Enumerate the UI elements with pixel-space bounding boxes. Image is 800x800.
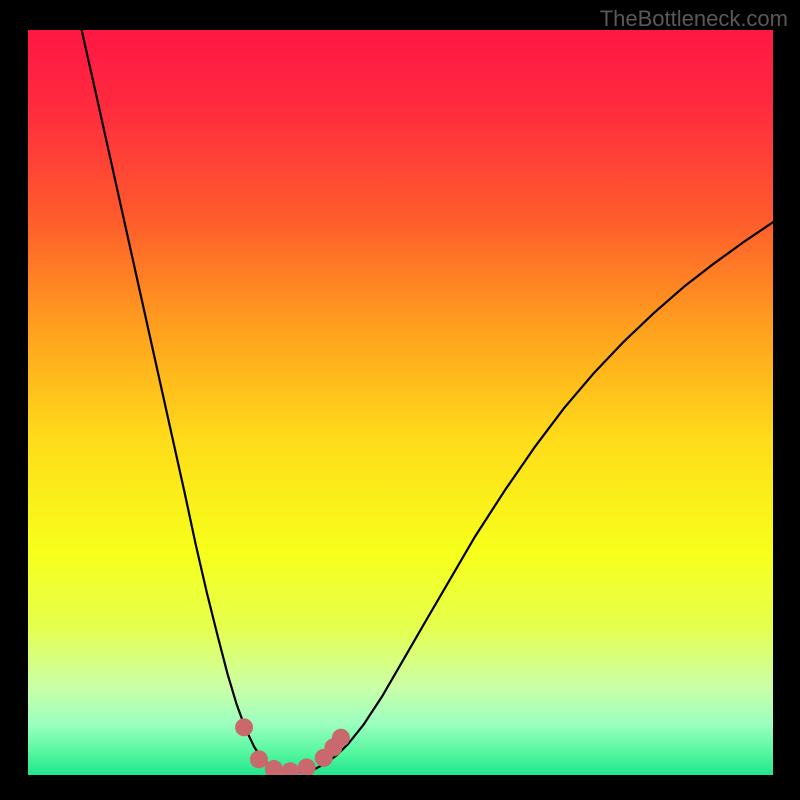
marker-point — [250, 750, 268, 768]
chart-container: TheBottleneck.com — [0, 0, 800, 800]
watermark-text: TheBottleneck.com — [600, 6, 788, 32]
marker-point — [332, 729, 350, 747]
optimal-markers — [235, 718, 350, 775]
marker-point — [235, 718, 253, 736]
plot-area — [28, 30, 773, 775]
marker-point — [281, 762, 299, 775]
curve-layer — [28, 30, 773, 775]
marker-point — [298, 759, 316, 775]
bottleneck-curve — [82, 30, 773, 773]
